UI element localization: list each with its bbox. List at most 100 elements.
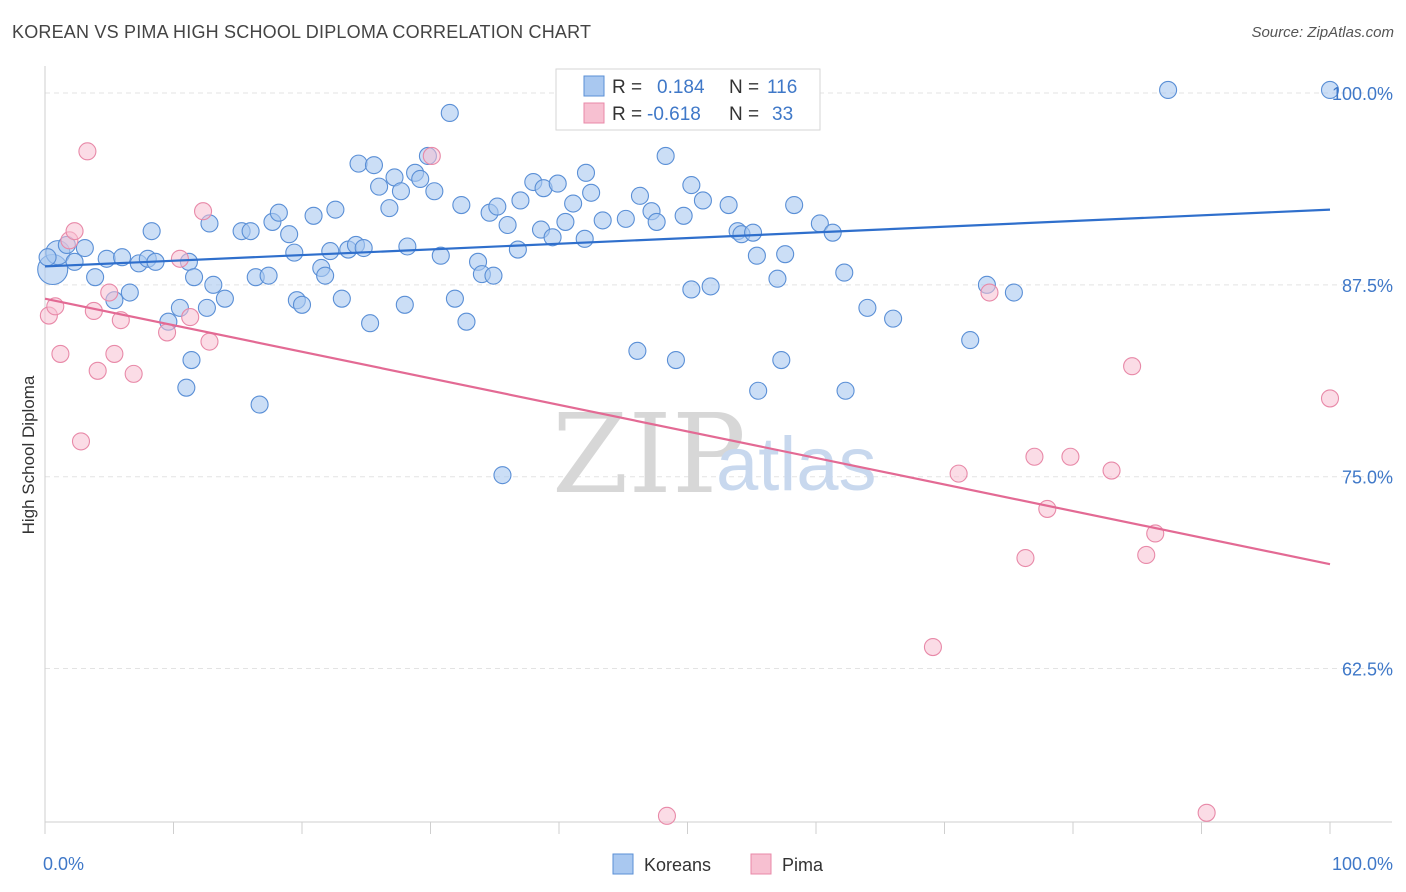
chart-title: KOREAN VS PIMA HIGH SCHOOL DIPLOMA CORRE… [12,22,592,42]
korean-point [835,263,854,282]
korean-point [548,174,567,193]
series-legend: Koreans Pima [612,853,824,875]
stats-legend: R = 0.184 N = 116 R = -0.618 N = 33 [555,68,821,131]
korean-point [543,228,562,247]
legend-r-value-koreans: 0.184 [657,77,705,98]
pima-point [1061,447,1080,466]
korean-point [1320,80,1340,100]
korean-point [556,212,575,231]
pima-point [1137,545,1156,565]
korean-point [364,156,384,175]
legend-n-value-pima: 33 [772,104,793,125]
korean-point [250,395,269,414]
korean-point [772,351,791,370]
pima-point [170,249,189,268]
korean-point [197,298,216,317]
pima-point [51,344,70,363]
korean-point [666,351,685,370]
pima-point [980,283,999,302]
korean-point [280,225,299,244]
korean-point [38,248,57,267]
y-axis-label: High School Diploma [19,375,38,534]
korean-point [582,183,601,202]
x-tick-label-min: 0.0% [43,854,84,874]
pima-point [124,364,143,383]
korean-point [395,295,414,314]
watermark-zip: ZIP [552,390,746,518]
pima-point [923,637,942,657]
axes [44,66,1392,834]
pima-point [158,323,177,342]
korean-point [332,289,351,308]
pima-point [78,142,97,161]
korean-point [484,266,503,285]
pima-points [39,142,1340,825]
korean-point [884,309,903,328]
korean-point [858,298,877,317]
korean-point [142,222,161,241]
korean-point [321,242,340,261]
korean-point [1159,80,1178,100]
korean-point [120,283,139,302]
korean-point [575,229,594,248]
pima-point [1102,461,1121,480]
pima-point [200,332,219,351]
korean-point [269,203,288,222]
korean-point [576,163,596,182]
pima-point [1123,357,1142,376]
korean-point [185,268,204,287]
korean-point [86,268,105,287]
korean-point [785,196,804,215]
pima-point [88,361,107,380]
grid-lines [45,92,1392,670]
korean-point [628,341,647,360]
pima-point [71,432,91,451]
pima-trend-line [44,297,1331,566]
korean-point [326,200,345,219]
korean-point [674,206,693,225]
korean-point [511,191,530,210]
y-tick-label: 62.5% [1342,660,1393,680]
korean-point [398,237,417,256]
bottom-legend-swatch-pima [750,853,772,875]
korean-trend-line [44,208,1331,268]
pima-point [65,222,84,241]
legend-n-label-koreans: N = [729,77,759,98]
bottom-legend-label-pima: Pima [782,855,824,875]
pima-point [1320,389,1340,408]
korean-point [241,222,260,241]
korean-point [616,209,635,228]
korean-point [693,191,712,210]
korean-point [630,186,650,205]
korean-point [292,295,312,314]
legend-swatch-pima [583,102,605,124]
korean-point [445,289,464,308]
korean-point [508,240,527,259]
korean-point [113,248,132,267]
legend-r-label-pima: R = [612,104,642,125]
korean-point [743,223,763,242]
source-credit: Source: ZipAtlas.com [1251,24,1394,41]
y-tick-label: 100.0% [1332,84,1393,104]
korean-point [440,103,459,123]
korean-point [647,212,666,231]
korean-point [349,154,368,173]
legend-r-label-koreans: R = [612,77,642,98]
korean-point [259,266,278,285]
korean-point [204,275,223,294]
korean-point [701,277,720,296]
korean-point [425,182,444,201]
korean-point [431,246,450,265]
korean-point [75,238,94,258]
korean-point [749,381,768,400]
korean-point [493,466,512,485]
pima-point [194,202,213,221]
pima-point [1025,447,1044,466]
korean-point [457,312,476,331]
pima-point [422,146,441,165]
korean-point [776,245,795,264]
korean-point [593,211,612,230]
tick-labels: 100.0% 87.5% 75.0% 62.5% 0.0% 100.0% [43,84,1393,874]
korean-point [370,177,389,196]
